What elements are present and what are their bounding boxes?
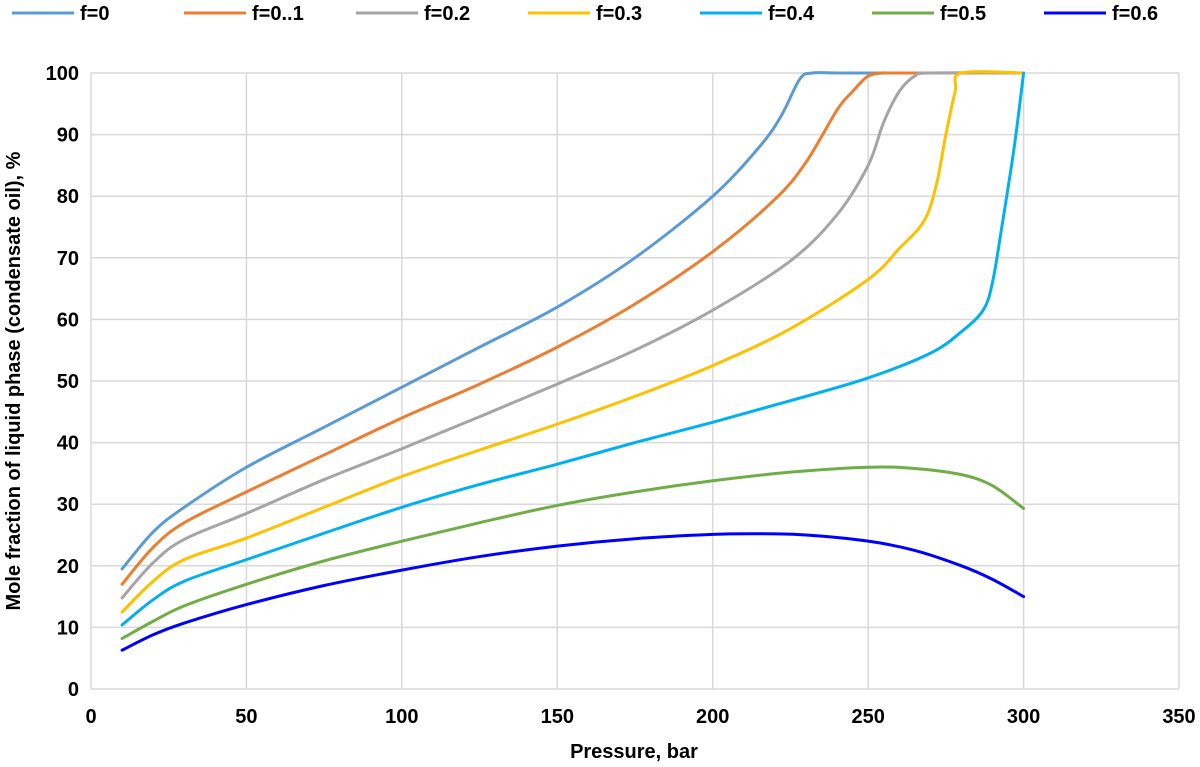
series-line-5 bbox=[120, 465, 1026, 640]
y-tick-label: 70 bbox=[57, 248, 79, 270]
y-axis-ticks: 0 10 20 30 40 50 60 70 80 90 100 bbox=[46, 63, 79, 701]
legend-label: f=0.5 bbox=[940, 3, 986, 25]
x-axis-ticks: 0 50 100 150 200 250 300 350 bbox=[85, 706, 1195, 728]
x-tick-label: 100 bbox=[385, 706, 418, 728]
series-line-2 bbox=[120, 71, 1026, 600]
legend-label: f=0.2 bbox=[424, 3, 470, 25]
series-lines bbox=[120, 70, 1026, 652]
x-tick-label: 300 bbox=[1007, 706, 1040, 728]
x-tick-label: 350 bbox=[1162, 706, 1195, 728]
legend-label: f=0.6 bbox=[1112, 3, 1158, 25]
y-tick-label: 20 bbox=[57, 556, 79, 578]
y-tick-label: 100 bbox=[46, 63, 79, 85]
x-tick-label: 200 bbox=[696, 706, 729, 728]
legend: f=0 f=0..1 f=0.2 f=0.3 f=0.4 f=0.5 f=0.6 bbox=[12, 3, 1158, 25]
series-line-1 bbox=[120, 71, 1026, 586]
x-tick-label: 0 bbox=[85, 706, 96, 728]
y-tick-label: 90 bbox=[57, 125, 79, 147]
x-tick-label: 250 bbox=[851, 706, 884, 728]
y-tick-label: 30 bbox=[57, 494, 79, 516]
series-line-6 bbox=[120, 532, 1026, 652]
series-line-0 bbox=[120, 71, 1026, 571]
y-tick-label: 0 bbox=[68, 679, 79, 701]
legend-label: f=0.3 bbox=[596, 3, 642, 25]
y-tick-label: 80 bbox=[57, 186, 79, 208]
x-tick-label: 150 bbox=[541, 706, 574, 728]
legend-label: f=0.4 bbox=[768, 3, 815, 25]
y-tick-label: 40 bbox=[57, 433, 79, 455]
series-line-4 bbox=[120, 71, 1026, 627]
y-axis-title: Mole fraction of liquid phase (condensat… bbox=[3, 151, 25, 610]
legend-label: f=0..1 bbox=[252, 3, 304, 25]
series-line-3 bbox=[120, 70, 1026, 614]
y-tick-label: 50 bbox=[57, 371, 79, 393]
y-tick-label: 60 bbox=[57, 309, 79, 331]
y-tick-label: 10 bbox=[57, 617, 79, 639]
x-tick-label: 50 bbox=[235, 706, 257, 728]
legend-label: f=0 bbox=[80, 3, 109, 25]
grid bbox=[90, 72, 1180, 690]
x-axis-title: Pressure, bar bbox=[570, 741, 698, 763]
